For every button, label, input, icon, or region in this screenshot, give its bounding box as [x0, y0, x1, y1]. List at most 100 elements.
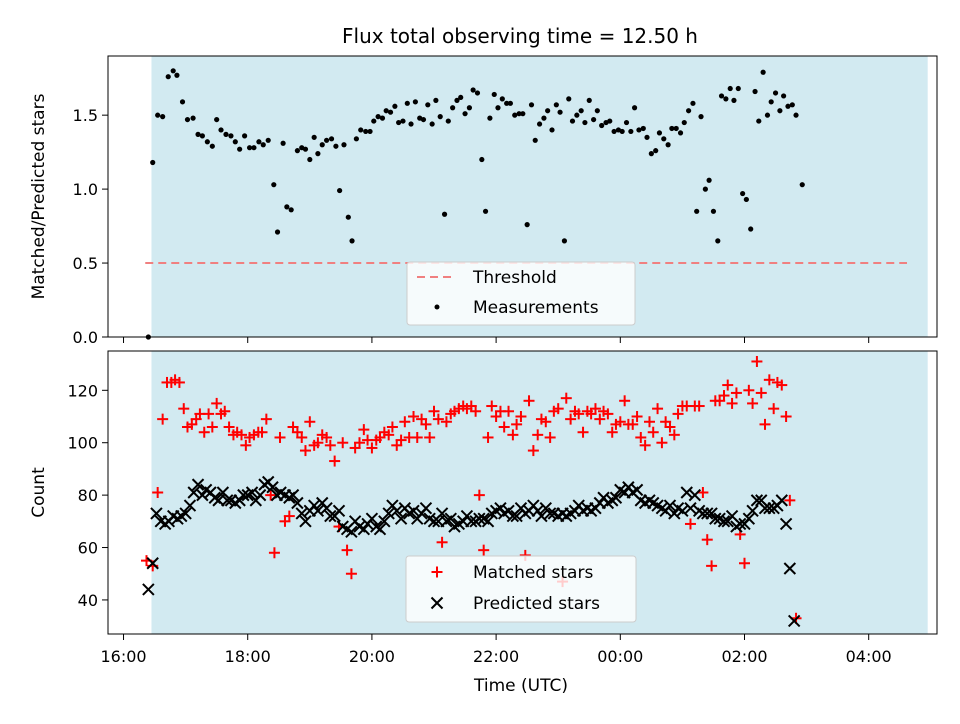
measurement-point [715, 238, 721, 244]
measurement-point [524, 222, 530, 228]
measurement-point [445, 118, 451, 124]
measurement-point [772, 90, 779, 96]
measurement-point [764, 112, 771, 118]
count-x-ticks: 16:00 18:00 20:00 22:00 00:00 02:00 04:00 [100, 634, 892, 666]
measurement-point [594, 108, 600, 114]
legend-matched-swatch [431, 566, 443, 578]
legend-predicted-label: Predicted stars [473, 594, 600, 614]
matched-star-point [411, 431, 423, 443]
ratio-y-axis-label: Matched/Predicted stars [29, 93, 49, 299]
measurement-point [756, 118, 762, 124]
measurement-point [623, 119, 630, 126]
matched-star-point [668, 429, 680, 441]
measurement-point [294, 148, 300, 154]
ratio-x-ticks [123, 337, 870, 343]
matched-star-point [420, 418, 432, 430]
matched-star-point [776, 379, 788, 391]
matched-star-point [256, 426, 268, 438]
measurement-point [582, 119, 588, 126]
predicted-star-point [299, 515, 312, 528]
measurement-point [190, 115, 196, 121]
matched-star-point [759, 418, 771, 430]
measurement-points [145, 68, 805, 340]
measurement-point [760, 69, 766, 75]
measurement-point [628, 128, 634, 135]
predicted-star-point [746, 504, 759, 518]
measurement-point [599, 122, 605, 129]
count-legend: Matched stars Predicted stars [405, 555, 637, 623]
predicted-star-point [191, 478, 205, 491]
measurement-point [702, 186, 708, 192]
matched-star-point [643, 416, 655, 428]
predicted-star-point [183, 499, 197, 512]
matched-star-point [296, 431, 308, 443]
measurement-point [541, 115, 547, 121]
measurement-point [644, 134, 650, 140]
measurement-point [425, 102, 431, 108]
measurement-point [690, 100, 696, 106]
predicted-star-point [150, 507, 163, 520]
ratio-y-ticks: 0.0 0.5 1.0 1.5 [73, 106, 108, 347]
predicted-star-point [221, 494, 234, 507]
matched-star-point [260, 413, 272, 425]
matched-star-point [507, 429, 519, 441]
measurement-point [607, 118, 613, 124]
predicted-star-point [196, 488, 209, 502]
measurement-point [561, 238, 568, 244]
matched-star-point [470, 405, 482, 417]
matched-star-point [697, 487, 709, 498]
predicted-star-point [365, 512, 379, 525]
matched-star-point [619, 395, 631, 407]
measurement-point [396, 119, 402, 126]
measurement-point [487, 115, 493, 121]
measurement-point [242, 133, 248, 139]
measurement-point [743, 196, 749, 203]
measurement-point [545, 108, 551, 114]
predicted-star-point [390, 504, 403, 518]
predicted-star-point [311, 504, 325, 518]
y-tick-label: 1.0 [73, 180, 98, 199]
measurement-point [661, 136, 667, 142]
measurement-point [479, 156, 485, 163]
ratio-legend: Threshold Measurements [406, 261, 636, 326]
matched-star-point [639, 439, 651, 451]
measurement-point [566, 96, 572, 102]
matched-star-point [738, 557, 750, 569]
predicted-star-point [146, 557, 159, 570]
matched-star-point [236, 429, 248, 441]
measurement-point [532, 137, 538, 143]
matched-star-point [606, 426, 618, 438]
matched-star-point [726, 397, 738, 409]
measurement-point [586, 97, 592, 103]
measurement-point [170, 68, 176, 74]
ratio-legend-box [406, 261, 636, 326]
measurement-point [673, 125, 679, 132]
measurement-point [271, 182, 277, 188]
measurement-point [619, 128, 625, 135]
measurement-point [781, 93, 787, 99]
matched-star-point [755, 387, 767, 399]
matched-star-point [173, 376, 185, 388]
measurement-point [694, 208, 700, 214]
matched-star-point [321, 431, 333, 443]
measurement-point [256, 139, 262, 145]
legend-predicted-swatch [430, 596, 444, 610]
y-tick-label: 120 [67, 381, 98, 400]
matched-star-point [353, 437, 365, 449]
measurement-point [636, 127, 642, 133]
predicted-star-point [543, 507, 557, 520]
measurement-point [578, 108, 584, 114]
predicted-star-point [680, 486, 693, 499]
matched-star-point [743, 384, 755, 396]
matched-star-point [573, 408, 585, 420]
matched-star-point [763, 374, 775, 386]
ratio-panel-frame [107, 55, 938, 338]
matched-star-point [784, 494, 796, 506]
predicted-star-point [787, 614, 801, 628]
measurement-point [274, 229, 281, 235]
measurement-point [768, 99, 774, 105]
measurement-point [591, 116, 597, 123]
predicted-star-point [473, 512, 486, 525]
legend-matched-label: Matched stars [473, 563, 593, 583]
predicted-star-point [286, 488, 300, 502]
